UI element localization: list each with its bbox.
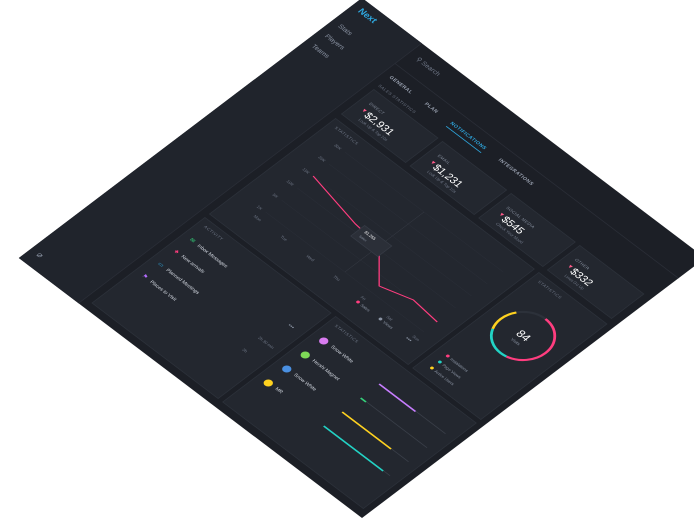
y-tick-label: 15K — [301, 167, 311, 175]
attach-icon[interactable]: ⌀ — [33, 251, 46, 260]
flag-icon: ⚑ — [140, 273, 150, 281]
users-icon: ♣ — [172, 249, 181, 255]
donut-segment-active-users — [489, 310, 557, 362]
progress-track — [360, 397, 428, 448]
progress-fill — [360, 397, 367, 403]
progress-track — [323, 425, 391, 476]
brand-logo: Next — [355, 7, 380, 25]
sidebar-item-players[interactable]: Players — [323, 33, 347, 51]
progress-fill — [378, 383, 417, 412]
progress-track — [378, 383, 446, 434]
visits-donut-chart — [489, 310, 557, 362]
y-tick-label: 10K — [285, 179, 295, 187]
y-tick-label: 1K — [256, 205, 264, 211]
avatar — [298, 350, 312, 360]
visits-donut-card: STATISTICS 84 Visits Instalations Page V… — [412, 272, 608, 420]
statistics-chart-card: STATISTICS 30K 20K 15K 10K 5K 1K Mon Tue Wed Thu F… — [208, 118, 535, 365]
players-title: STATISTICS — [332, 324, 360, 345]
mail-icon: ✉ — [187, 237, 197, 244]
progress-fill — [323, 425, 385, 472]
donut-segment-installations — [489, 310, 557, 362]
dashboard-window: Next Stats Players Teams ⌀ ⚲ Search GENE… — [18, 0, 694, 518]
player-row[interactable]: Hershi Magnet — [297, 350, 428, 448]
x-tick-label: Mon — [252, 214, 263, 222]
search-input[interactable]: ⚲ Search — [414, 56, 443, 78]
player-row[interactable]: Snow White — [279, 364, 409, 462]
x-tick-label: Wed — [305, 254, 316, 263]
avatar — [261, 378, 275, 388]
x-tick-label: Thu — [332, 274, 342, 282]
y-tick-label: 20K — [317, 155, 327, 163]
x-tick-label: Tue — [279, 234, 289, 242]
tab-plan[interactable]: PLAN — [422, 102, 439, 115]
activity-title: ACTIVITY — [202, 225, 225, 242]
sidebar-item-teams[interactable]: Teams — [309, 43, 332, 60]
activity-item-arrivals[interactable]: ♣New arrivals — [172, 249, 206, 275]
player-row[interactable]: MR — [260, 378, 391, 476]
x-tick-label: Sun — [411, 334, 421, 342]
sidebar-item-stats[interactable]: Stats — [336, 23, 355, 37]
calendar-icon: ▭ — [156, 261, 166, 269]
x-tick-label: Fri — [359, 295, 367, 301]
x-tick-label: Sat — [385, 315, 395, 322]
progress-track — [341, 411, 409, 462]
more-icon[interactable]: ••• — [286, 323, 296, 331]
y-tick-label: 5K — [271, 193, 279, 199]
avatar — [317, 336, 331, 346]
donut-segment-page-views — [489, 310, 557, 362]
avatar — [280, 364, 294, 374]
player-row[interactable]: Snow White — [316, 336, 446, 434]
y-tick-label: 30K — [333, 143, 343, 151]
